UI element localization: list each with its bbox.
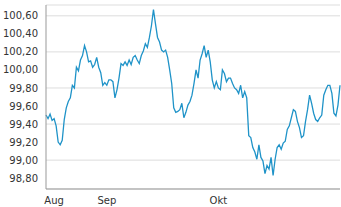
svg-text:99,20: 99,20	[9, 137, 38, 148]
svg-text:Sep: Sep	[97, 195, 116, 206]
svg-text:Aug: Aug	[44, 195, 64, 206]
svg-text:100,60: 100,60	[8, 10, 38, 21]
svg-text:100,40: 100,40	[8, 28, 38, 39]
svg-text:Okt: Okt	[210, 195, 228, 206]
svg-text:100,20: 100,20	[8, 46, 38, 57]
svg-text:99,60: 99,60	[9, 101, 38, 112]
svg-text:99,80: 99,80	[9, 83, 38, 94]
svg-text:99,40: 99,40	[9, 119, 38, 130]
svg-text:99,00: 99,00	[9, 155, 38, 166]
svg-text:98,80: 98,80	[9, 173, 38, 184]
svg-text:100,00: 100,00	[8, 64, 38, 75]
